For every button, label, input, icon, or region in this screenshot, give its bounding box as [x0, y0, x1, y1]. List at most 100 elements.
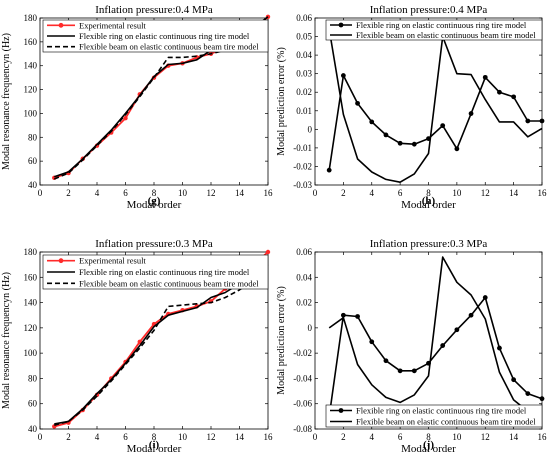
legend-label: Experimental result — [79, 20, 146, 30]
legend-label: Flexible ring on elastic continuous ring… — [356, 20, 527, 30]
data-point — [525, 118, 531, 124]
y-tick-label: 100 — [24, 348, 38, 358]
x-axis-label: Modal order — [127, 199, 182, 211]
chart-title: Inflation pressure:0.3 MPa — [370, 238, 488, 250]
x-tick-label: 2 — [66, 432, 71, 442]
data-point — [539, 396, 545, 402]
y-tick-label: 180 — [24, 13, 38, 23]
x-tick-label: 4 — [95, 432, 100, 442]
x-tick-label: 8 — [152, 432, 157, 442]
legend-label: Flexible ring on elastic continuous ring… — [79, 267, 250, 277]
y-tick-label: -0.02 — [293, 348, 312, 358]
y-tick-label: -0.02 — [293, 161, 312, 171]
x-tick-label: 8 — [152, 188, 157, 198]
series-0 — [326, 73, 545, 173]
series-line — [328, 74, 542, 171]
legend-label: Flexible beam on elastic continuous beam… — [79, 42, 259, 52]
x-tick-label: 16 — [264, 432, 274, 442]
series-0 — [326, 295, 545, 419]
x-tick-label: 0 — [313, 188, 318, 198]
y-tick-label: 0.04 — [296, 272, 312, 282]
data-point — [497, 89, 502, 95]
y-tick-label: 0.01 — [296, 106, 312, 116]
legend-marker — [58, 258, 64, 264]
chart-panel-i: Inflation pressure:0.3 MPa 0 2 4 6 8 10 12 14 16 4… — [1, 238, 273, 455]
y-tick-label: 40 — [28, 424, 38, 434]
x-tick-label: 12 — [481, 188, 490, 198]
y-tick-label: 120 — [24, 323, 38, 333]
legend: Flexible ring on elastic continuous ring… — [325, 19, 543, 41]
legend-label: Flexible beam on elastic continuous beam… — [356, 417, 536, 427]
y-tick-label: 100 — [24, 108, 38, 118]
y-tick-label: 0 — [308, 124, 313, 134]
y-tick-label: -0.03 — [293, 180, 312, 190]
x-tick-label: 6 — [123, 432, 128, 442]
data-point — [411, 368, 417, 374]
data-point — [383, 358, 389, 364]
legend-label: Flexible ring on elastic continuous ring… — [79, 31, 250, 41]
x-tick-label: 2 — [341, 188, 346, 198]
y-tick-label: 40 — [28, 180, 38, 190]
x-tick-label: 14 — [509, 188, 519, 198]
y-tick-label: 0.06 — [296, 13, 312, 23]
y-axis-label: Modal resonance frequencyn (Hz) — [1, 272, 12, 409]
y-tick-label: 0 — [308, 323, 313, 333]
series-2 — [54, 265, 269, 426]
data-point — [383, 132, 389, 138]
y-tick-label: 140 — [24, 61, 38, 71]
data-point — [355, 314, 360, 319]
data-point — [525, 391, 531, 396]
legend-box — [42, 19, 269, 53]
chart-panel-j: Inflation pressure:0.3 MPa 0 2 4 6 8 10 12 14 16 -… — [276, 238, 547, 455]
y-tick-label: 0.04 — [296, 50, 312, 60]
data-point — [511, 94, 517, 100]
data-point — [454, 327, 460, 333]
data-point — [511, 377, 517, 383]
panel-label: (i) — [149, 439, 160, 451]
plot-frame — [314, 251, 543, 430]
legend-marker — [58, 22, 64, 28]
x-axis-label: Modal order — [401, 199, 456, 211]
x-tick-label: 6 — [123, 188, 128, 198]
x-tick-label: 0 — [38, 432, 43, 442]
y-axis-label: Modal resonance frequencyn (Hz) — [1, 33, 12, 170]
x-tick-label: 10 — [178, 188, 188, 198]
x-tick-label: 12 — [481, 432, 490, 442]
series-1 — [328, 28, 543, 183]
data-point — [411, 141, 417, 147]
legend-label: Experimental result — [79, 256, 146, 266]
data-point — [326, 167, 332, 173]
chart-title: Inflation pressure:0.3 MPa — [95, 238, 213, 250]
data-point — [440, 343, 446, 348]
x-tick-label: 2 — [66, 188, 71, 198]
x-tick-label: 14 — [235, 432, 245, 442]
y-axis-label: Modal prediction error (%) — [276, 47, 287, 156]
legend-marker — [338, 22, 344, 28]
x-tick-label: 16 — [538, 432, 548, 442]
x-tick-label: 6 — [398, 432, 403, 442]
legend-label: Flexible beam on elastic continuous beam… — [356, 30, 536, 40]
y-tick-label: 120 — [24, 85, 38, 95]
series-line — [328, 296, 543, 417]
plot-frame — [314, 17, 543, 186]
y-tick-label: -0.01 — [293, 143, 312, 153]
y-tick-label: 0.05 — [296, 32, 312, 42]
y-axis-label: Modal prediction error (%) — [276, 286, 287, 395]
x-tick-label: 12 — [207, 432, 216, 442]
x-tick-label: 10 — [452, 432, 462, 442]
data-point — [468, 111, 474, 116]
data-point — [355, 100, 360, 106]
legend-label: Flexible beam on elastic continuous beam… — [79, 278, 259, 288]
chart-title: Inflation pressure:0.4 MPa — [370, 4, 488, 16]
data-point — [397, 140, 403, 146]
y-tick-label: 160 — [24, 37, 38, 47]
x-tick-label: 8 — [426, 188, 431, 198]
y-tick-label: 60 — [28, 399, 38, 409]
x-axis-label: Modal order — [401, 443, 456, 455]
data-point — [539, 118, 545, 124]
data-point — [397, 368, 403, 374]
x-tick-label: 16 — [538, 188, 548, 198]
x-tick-label: 8 — [426, 432, 431, 442]
y-tick-label: 180 — [24, 247, 38, 257]
